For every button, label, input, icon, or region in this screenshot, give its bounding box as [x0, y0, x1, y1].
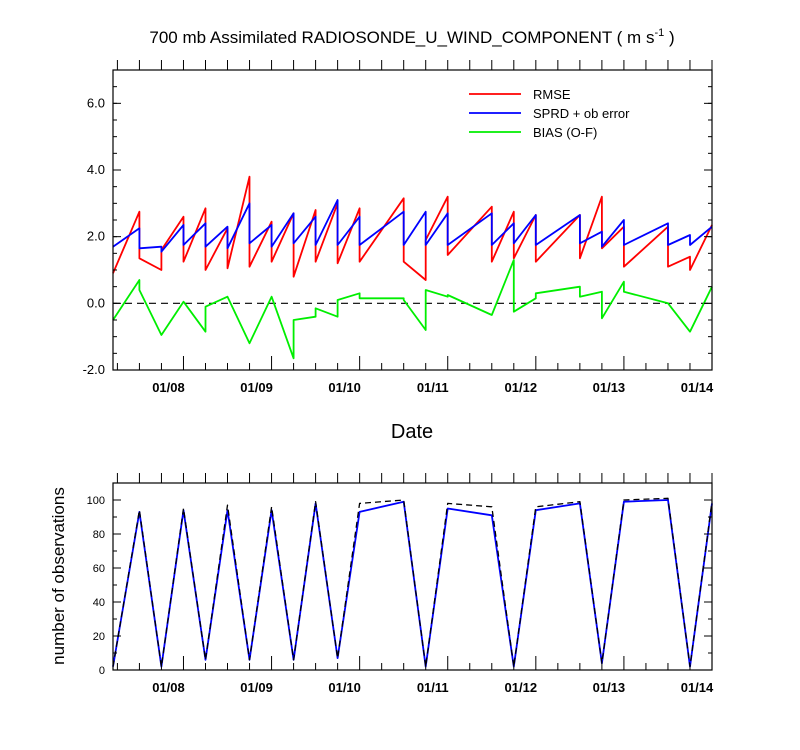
top-x-axis-label: Date [391, 421, 433, 443]
top-legend: RMSE SPRD + ob error BIAS (O-F) [469, 87, 630, 140]
x-tick-label: 01/12 [505, 680, 538, 695]
top-axis-ticks: -2.0 0.0 2.0 4.0 6.0 01/08 01/09 01/10 01/11 01/1… [83, 60, 714, 395]
y-tick-label: 0.0 [87, 295, 105, 310]
chart-title-main: 700 mb Assimilated RADIOSONDE_U_WIND_COM… [149, 28, 654, 47]
bottom-series-group [112, 497, 713, 668]
series-line-sprd-ob-error [112, 199, 713, 253]
top-chart-panel: -2.0 0.0 2.0 4.0 6.0 01/08 01/09 01/10 01/11 01/1… [83, 60, 714, 443]
x-tick-label: 01/10 [328, 380, 361, 395]
y-tick-label: 80 [93, 529, 105, 541]
y-tick-label: -2.0 [83, 362, 105, 377]
y-tick-label: 4.0 [87, 162, 105, 177]
x-tick-label: 01/11 [417, 380, 449, 395]
bottom-axis-ticks: 0 20 40 60 80 100 01/08 01/09 01/10 01/11 01/12 01/… [87, 473, 714, 695]
x-tick-label: 01/14 [681, 680, 714, 695]
x-tick-label: 01/11 [417, 680, 449, 695]
y-tick-label: 20 [93, 631, 105, 643]
x-tick-label: 01/13 [593, 380, 626, 395]
x-tick-label: 01/13 [593, 680, 626, 695]
bottom-y-axis-label: number of observations [49, 487, 68, 665]
y-tick-label: 40 [93, 597, 105, 609]
legend-label: BIAS (O-F) [533, 125, 597, 140]
y-tick-label: 100 [87, 495, 105, 507]
x-tick-label: 01/12 [505, 380, 538, 395]
series-line-rmse [112, 175, 713, 281]
chart-title: 700 mb Assimilated RADIOSONDE_U_WIND_COM… [149, 27, 674, 47]
top-series-group [112, 175, 713, 360]
series-line-bias-o-f [112, 259, 713, 360]
chart-title-end: ) [664, 28, 674, 47]
series-line-possible [112, 497, 713, 668]
y-tick-label: 2.0 [87, 229, 105, 244]
y-tick-label: 6.0 [87, 95, 105, 110]
bottom-plot-frame [112, 482, 713, 671]
legend-label: RMSE [533, 87, 571, 102]
y-tick-label: 0 [99, 665, 105, 677]
x-tick-label: 01/08 [152, 380, 185, 395]
x-tick-label: 01/08 [152, 680, 185, 695]
chart-title-superscript: -1 [654, 27, 664, 39]
bottom-chart-panel: 0 20 40 60 80 100 01/08 01/09 01/10 01/11 01/12 01/… [49, 473, 714, 695]
x-tick-label: 01/14 [681, 380, 714, 395]
x-tick-label: 01/09 [240, 680, 273, 695]
legend-label: SPRD + ob error [533, 106, 630, 121]
x-tick-label: 01/10 [328, 680, 361, 695]
y-tick-label: 60 [93, 563, 105, 575]
x-tick-label: 01/09 [240, 380, 273, 395]
